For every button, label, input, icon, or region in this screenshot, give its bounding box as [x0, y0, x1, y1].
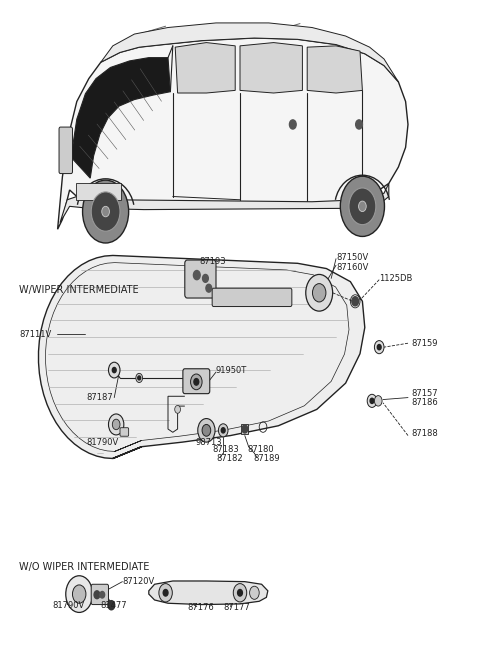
Circle shape	[374, 341, 384, 354]
Bar	[76, 183, 121, 200]
Text: 87189: 87189	[253, 454, 280, 463]
Text: 87177: 87177	[223, 603, 250, 612]
Text: 1125DB: 1125DB	[379, 274, 413, 283]
Circle shape	[306, 274, 333, 311]
Circle shape	[108, 601, 115, 610]
Circle shape	[374, 396, 382, 406]
Circle shape	[352, 297, 359, 306]
Circle shape	[312, 284, 326, 302]
Circle shape	[359, 201, 366, 212]
Circle shape	[198, 419, 215, 442]
Circle shape	[206, 284, 212, 292]
Text: 91950T: 91950T	[216, 365, 247, 375]
Circle shape	[250, 586, 259, 599]
Polygon shape	[60, 183, 389, 223]
Circle shape	[370, 398, 374, 403]
Circle shape	[367, 394, 377, 407]
Text: 81790V: 81790V	[53, 601, 85, 610]
Circle shape	[72, 585, 86, 603]
Circle shape	[91, 192, 120, 231]
Text: 87111V: 87111V	[19, 329, 51, 339]
Circle shape	[202, 424, 211, 436]
Text: 87183: 87183	[213, 445, 240, 455]
Circle shape	[356, 120, 362, 129]
Text: 87120V: 87120V	[122, 577, 155, 586]
Text: 87193: 87193	[199, 257, 226, 267]
Polygon shape	[149, 581, 268, 605]
Circle shape	[218, 424, 228, 437]
Text: 98713: 98713	[196, 438, 222, 447]
Text: 87186: 87186	[412, 398, 439, 407]
Text: 87150V: 87150V	[336, 253, 368, 262]
Text: 87159: 87159	[412, 339, 438, 348]
Circle shape	[163, 590, 168, 596]
Circle shape	[138, 376, 141, 380]
Circle shape	[191, 374, 202, 390]
Text: 87157: 87157	[412, 388, 438, 398]
FancyBboxPatch shape	[91, 584, 108, 605]
Text: W/O WIPER INTERMEDIATE: W/O WIPER INTERMEDIATE	[19, 561, 150, 572]
Circle shape	[221, 428, 225, 433]
Circle shape	[108, 362, 120, 378]
Circle shape	[112, 419, 120, 430]
Polygon shape	[240, 43, 302, 93]
Circle shape	[193, 271, 200, 280]
Text: 87182: 87182	[216, 454, 242, 463]
Circle shape	[112, 367, 116, 373]
Text: 87176: 87176	[187, 603, 214, 612]
Text: W/WIPER INTERMEDIATE: W/WIPER INTERMEDIATE	[19, 284, 139, 295]
Circle shape	[233, 584, 247, 602]
Polygon shape	[58, 38, 408, 229]
Circle shape	[377, 345, 381, 350]
FancyBboxPatch shape	[120, 428, 129, 436]
Circle shape	[94, 591, 100, 599]
Circle shape	[349, 188, 376, 225]
Polygon shape	[175, 43, 235, 93]
Circle shape	[242, 425, 248, 433]
Circle shape	[66, 576, 93, 612]
Text: 81477: 81477	[101, 601, 127, 610]
FancyBboxPatch shape	[59, 127, 72, 174]
Circle shape	[340, 176, 384, 236]
Text: 87188: 87188	[412, 429, 439, 438]
Circle shape	[100, 591, 105, 598]
Text: 81790V: 81790V	[86, 438, 119, 447]
Circle shape	[83, 180, 129, 243]
Circle shape	[238, 590, 242, 596]
Text: 87180: 87180	[247, 445, 274, 455]
Circle shape	[204, 428, 208, 433]
Circle shape	[289, 120, 296, 129]
FancyBboxPatch shape	[212, 288, 292, 307]
Polygon shape	[38, 255, 365, 458]
Circle shape	[108, 414, 124, 435]
Circle shape	[194, 379, 199, 385]
Circle shape	[203, 274, 208, 282]
Polygon shape	[71, 58, 170, 178]
Circle shape	[136, 373, 143, 383]
Text: 87160V: 87160V	[336, 263, 368, 272]
Circle shape	[159, 584, 172, 602]
Circle shape	[175, 405, 180, 413]
Bar	[241, 424, 248, 434]
Polygon shape	[101, 23, 398, 82]
FancyBboxPatch shape	[183, 369, 210, 394]
Circle shape	[102, 206, 109, 217]
Text: 87187: 87187	[86, 393, 113, 402]
Polygon shape	[307, 46, 362, 93]
FancyBboxPatch shape	[185, 260, 216, 298]
